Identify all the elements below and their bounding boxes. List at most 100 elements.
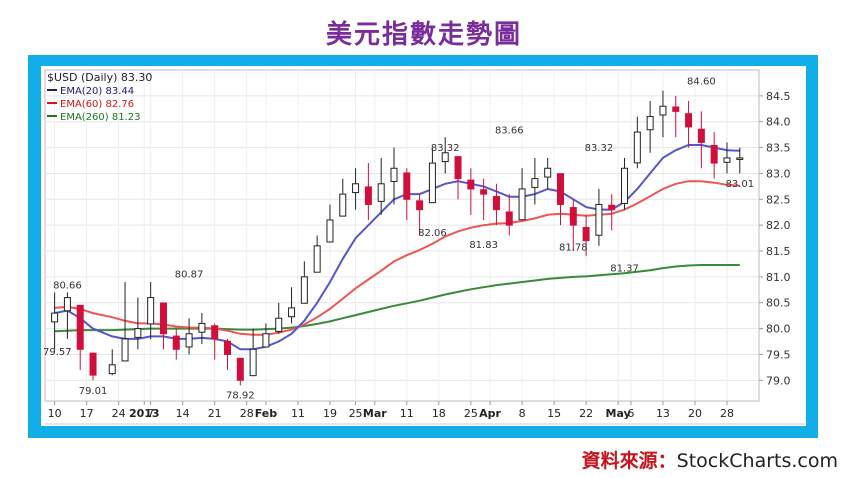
data-label: 79.57 [43,347,72,358]
x-tick-label: 22 [579,407,593,420]
candle-body [313,245,321,273]
x-tick-label: Mar [363,407,387,420]
candle [646,101,654,153]
candle [416,194,424,236]
candle [672,95,680,138]
candle-body [236,357,244,381]
data-label: 83.32 [585,143,614,154]
chart-panel: 80.66 79.57 79.01 80.87 78.92 83.32 82.06 81.83… [41,66,806,426]
candle-body [390,167,398,182]
candle-body [710,145,718,164]
candle [621,157,629,210]
y-tick-label: 82.5 [766,193,791,206]
candle-body [249,348,257,377]
candle-body [185,333,193,348]
candle-body [172,335,180,350]
x-tick-label: 11 [400,407,414,420]
candle [313,235,321,273]
candle [531,157,539,205]
annotations: 80.66 79.57 79.01 80.87 78.92 83.32 82.06 81.83… [43,77,754,402]
candle-body [685,113,693,128]
candle [736,147,744,174]
candle-body [659,105,667,116]
source-label: 資料來源： [581,450,677,472]
x-tick-label: 28 [240,407,254,420]
candle-body [556,173,564,205]
candle [275,302,283,334]
source-credit: 資料來源：StockCharts.com [582,446,838,473]
candle-body [672,106,680,112]
x-tick-label: 15 [547,407,561,420]
y-axis: 79.0 79.5 80.0 80.5 81.0 81.5 82.0 82.5 83.0 83.5… [759,90,791,387]
candle-body [621,167,629,204]
candle-body [89,352,97,376]
x-tick-label: 21 [208,407,222,420]
data-label: 80.87 [175,270,204,281]
candle [147,282,155,339]
candle-body [608,204,616,211]
x-tick-label: 8 [519,407,526,420]
candle [659,90,667,138]
x-tick-label: 19 [323,407,337,420]
candle [262,323,270,348]
candle-body [428,162,436,204]
candle-body [147,297,155,325]
candle-body [480,189,488,195]
candle [428,147,436,204]
candle-body [352,183,360,194]
candle-body [134,328,142,338]
x-tick-label: 20 [688,407,702,420]
candle [454,156,462,200]
x-tick-label: 6 [627,407,634,420]
candle-body [262,333,270,348]
candle [480,178,488,220]
data-label: 82.06 [418,228,447,239]
candle-body [288,307,296,318]
source-value: StockCharts.com [676,450,838,472]
candle-body [467,179,475,190]
candle-body [505,211,513,226]
y-tick-label: 79.0 [766,374,791,387]
candle-body [633,131,641,164]
y-tick-label: 80.5 [766,297,791,310]
candle-body [108,364,116,375]
candle-body [454,156,462,180]
x-tick-label: 25 [464,407,478,420]
candle-body [582,226,590,242]
candle-body [198,322,206,333]
candle-body [211,325,219,340]
ema60-line [54,180,740,336]
candle [159,302,167,350]
candle [134,297,142,350]
x-tick-label: 13 [656,407,670,420]
y-tick-label: 82.0 [766,219,791,232]
candle [556,173,564,226]
candle-body [697,128,705,143]
candle [288,287,296,324]
candle [236,357,244,386]
candle [224,338,232,370]
page-title: 美元指數走勢圖 [325,20,522,50]
candle [63,292,71,339]
y-tick-label: 83.0 [766,167,791,180]
candle [377,157,385,215]
candle-body [300,276,308,304]
candle [76,304,84,370]
candle-body [224,340,232,355]
candles [51,90,744,386]
candle-body [492,195,500,211]
y-tick-label: 84.0 [766,116,791,129]
candle [300,261,308,304]
candle [569,199,577,252]
candle-body [595,203,603,236]
legend-ema260: EMA(260) 81.23 [60,112,140,123]
candle-body [364,186,372,205]
price-chart: 80.6679.5779.0180.8778.9283.3282.0681.83… [43,69,805,425]
candle-body [569,207,577,226]
candle-body [51,312,59,323]
candle-body [544,167,552,178]
candle [403,168,411,220]
y-tick-label: 80.0 [766,323,791,336]
legend-ema60: EMA(60) 82.76 [60,99,134,110]
